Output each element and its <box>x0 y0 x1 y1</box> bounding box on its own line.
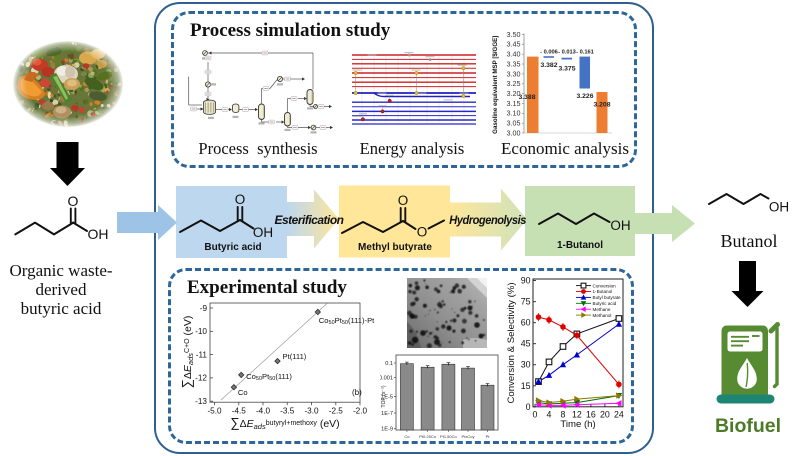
svg-text:3.40: 3.40 <box>507 50 521 59</box>
svg-text:-11: -11 <box>196 350 208 359</box>
svg-text:Methane: Methane <box>593 307 611 312</box>
svg-text:Co: Co <box>404 434 410 439</box>
svg-text:3.50: 3.50 <box>507 30 521 39</box>
svg-text:16: 16 <box>586 409 596 419</box>
svg-text:45: 45 <box>521 339 531 349</box>
svg-text:30: 30 <box>521 360 531 370</box>
svg-text:3.05: 3.05 <box>507 119 521 128</box>
svg-text:Pt0.25Co: Pt0.25Co <box>419 434 436 439</box>
svg-text:Pt(111): Pt(111) <box>283 352 307 361</box>
svg-text:3.375: 3.375 <box>558 66 575 73</box>
svg-text:Gasoline equivalent MSP [$/GGE: Gasoline equivalent MSP [$/GGE] <box>492 36 499 134</box>
svg-text:- 0.013: - 0.013 <box>558 50 576 56</box>
svg-text:Conversion & Selectivity (%): Conversion & Selectivity (%) <box>506 282 517 403</box>
svg-text:∑ΔEadsbutyryl+methoxy (eV): ∑ΔEadsbutyryl+methoxy (eV) <box>230 415 339 431</box>
svg-text:1E-5: 1E-5 <box>381 395 393 401</box>
svg-text:O: O <box>68 193 79 209</box>
svg-text:O: O <box>235 192 246 207</box>
svg-text:20: 20 <box>600 409 610 419</box>
svg-text:-2.5: -2.5 <box>329 407 344 416</box>
svg-text:3.35: 3.35 <box>507 59 521 68</box>
svg-text:OH: OH <box>253 225 273 240</box>
svg-text:3.25: 3.25 <box>507 79 521 88</box>
svg-text:-4.0: -4.0 <box>256 407 271 416</box>
svg-text:3.388: 3.388 <box>518 94 535 101</box>
svg-text:75: 75 <box>521 297 531 307</box>
svg-text:Conversion: Conversion <box>593 283 617 288</box>
svg-text:∑ΔEadsC+O (eV): ∑ΔEadsC+O (eV) <box>180 316 195 389</box>
svg-text:3.226: 3.226 <box>576 93 593 100</box>
svg-text:3.208: 3.208 <box>593 102 610 109</box>
svg-text:0.1: 0.1 <box>385 361 393 367</box>
svg-text:3.00: 3.00 <box>507 128 521 137</box>
svg-text:Pt1.50Co: Pt1.50Co <box>440 434 457 439</box>
svg-text:- 0.006: - 0.006 <box>540 50 558 56</box>
svg-text:-13: -13 <box>195 397 207 406</box>
svg-text:OH: OH <box>610 218 630 233</box>
svg-text:90: 90 <box>521 276 531 286</box>
svg-text:3.20: 3.20 <box>507 89 521 98</box>
svg-text:O: O <box>417 225 428 240</box>
svg-text:-12: -12 <box>195 374 207 383</box>
svg-text:- 0.161: - 0.161 <box>576 50 594 56</box>
svg-text:Pt: Pt <box>486 434 491 439</box>
svg-text:-2.0: -2.0 <box>353 407 368 416</box>
svg-text:Co: Co <box>238 388 248 397</box>
svg-text:Co50Pt50(111)-Pt: Co50Pt50(111)-Pt <box>319 316 375 326</box>
svg-text:12: 12 <box>572 409 582 419</box>
svg-text:3.15: 3.15 <box>507 99 521 108</box>
svg-text:0: 0 <box>533 409 538 419</box>
svg-text:Time (h): Time (h) <box>560 419 595 430</box>
svg-text:-3.0: -3.0 <box>304 407 319 416</box>
svg-text:3.30: 3.30 <box>507 69 521 78</box>
svg-text:-3.5: -3.5 <box>280 407 295 416</box>
svg-text:8: 8 <box>561 409 566 419</box>
svg-text:-4.5: -4.5 <box>232 407 247 416</box>
svg-text:0: 0 <box>526 402 531 412</box>
svg-text:15: 15 <box>521 381 531 391</box>
svg-text:-10: -10 <box>195 327 207 336</box>
svg-text:OH: OH <box>769 200 789 215</box>
svg-text:4: 4 <box>547 409 552 419</box>
svg-text:3.10: 3.10 <box>507 109 521 118</box>
svg-text:1-Butanol: 1-Butanol <box>593 289 613 294</box>
svg-text:(b): (b) <box>352 388 362 397</box>
svg-text:-9: -9 <box>200 304 208 313</box>
svg-text:1E-9: 1E-9 <box>381 427 393 433</box>
svg-text:60: 60 <box>521 318 531 328</box>
svg-text:OH: OH <box>88 226 109 242</box>
svg-text:Methanol: Methanol <box>593 313 612 318</box>
svg-text:PtxCoy: PtxCoy <box>462 434 475 439</box>
svg-text:O: O <box>398 193 409 208</box>
svg-text:Co50Pt50(111): Co50Pt50(111) <box>246 372 292 382</box>
svg-text:3.382: 3.382 <box>540 62 557 69</box>
svg-text:-5.0: -5.0 <box>207 407 222 416</box>
svg-text:1E-7: 1E-7 <box>381 411 393 417</box>
svg-text:TOF (s⁻¹): TOF (s⁻¹) <box>381 385 387 408</box>
svg-text:3.45: 3.45 <box>507 40 521 49</box>
svg-text:Butyl butyrate: Butyl butyrate <box>593 295 622 300</box>
svg-text:0.001: 0.001 <box>380 376 393 382</box>
svg-text:Butyric acid: Butyric acid <box>593 301 617 306</box>
svg-text:24: 24 <box>614 409 624 419</box>
